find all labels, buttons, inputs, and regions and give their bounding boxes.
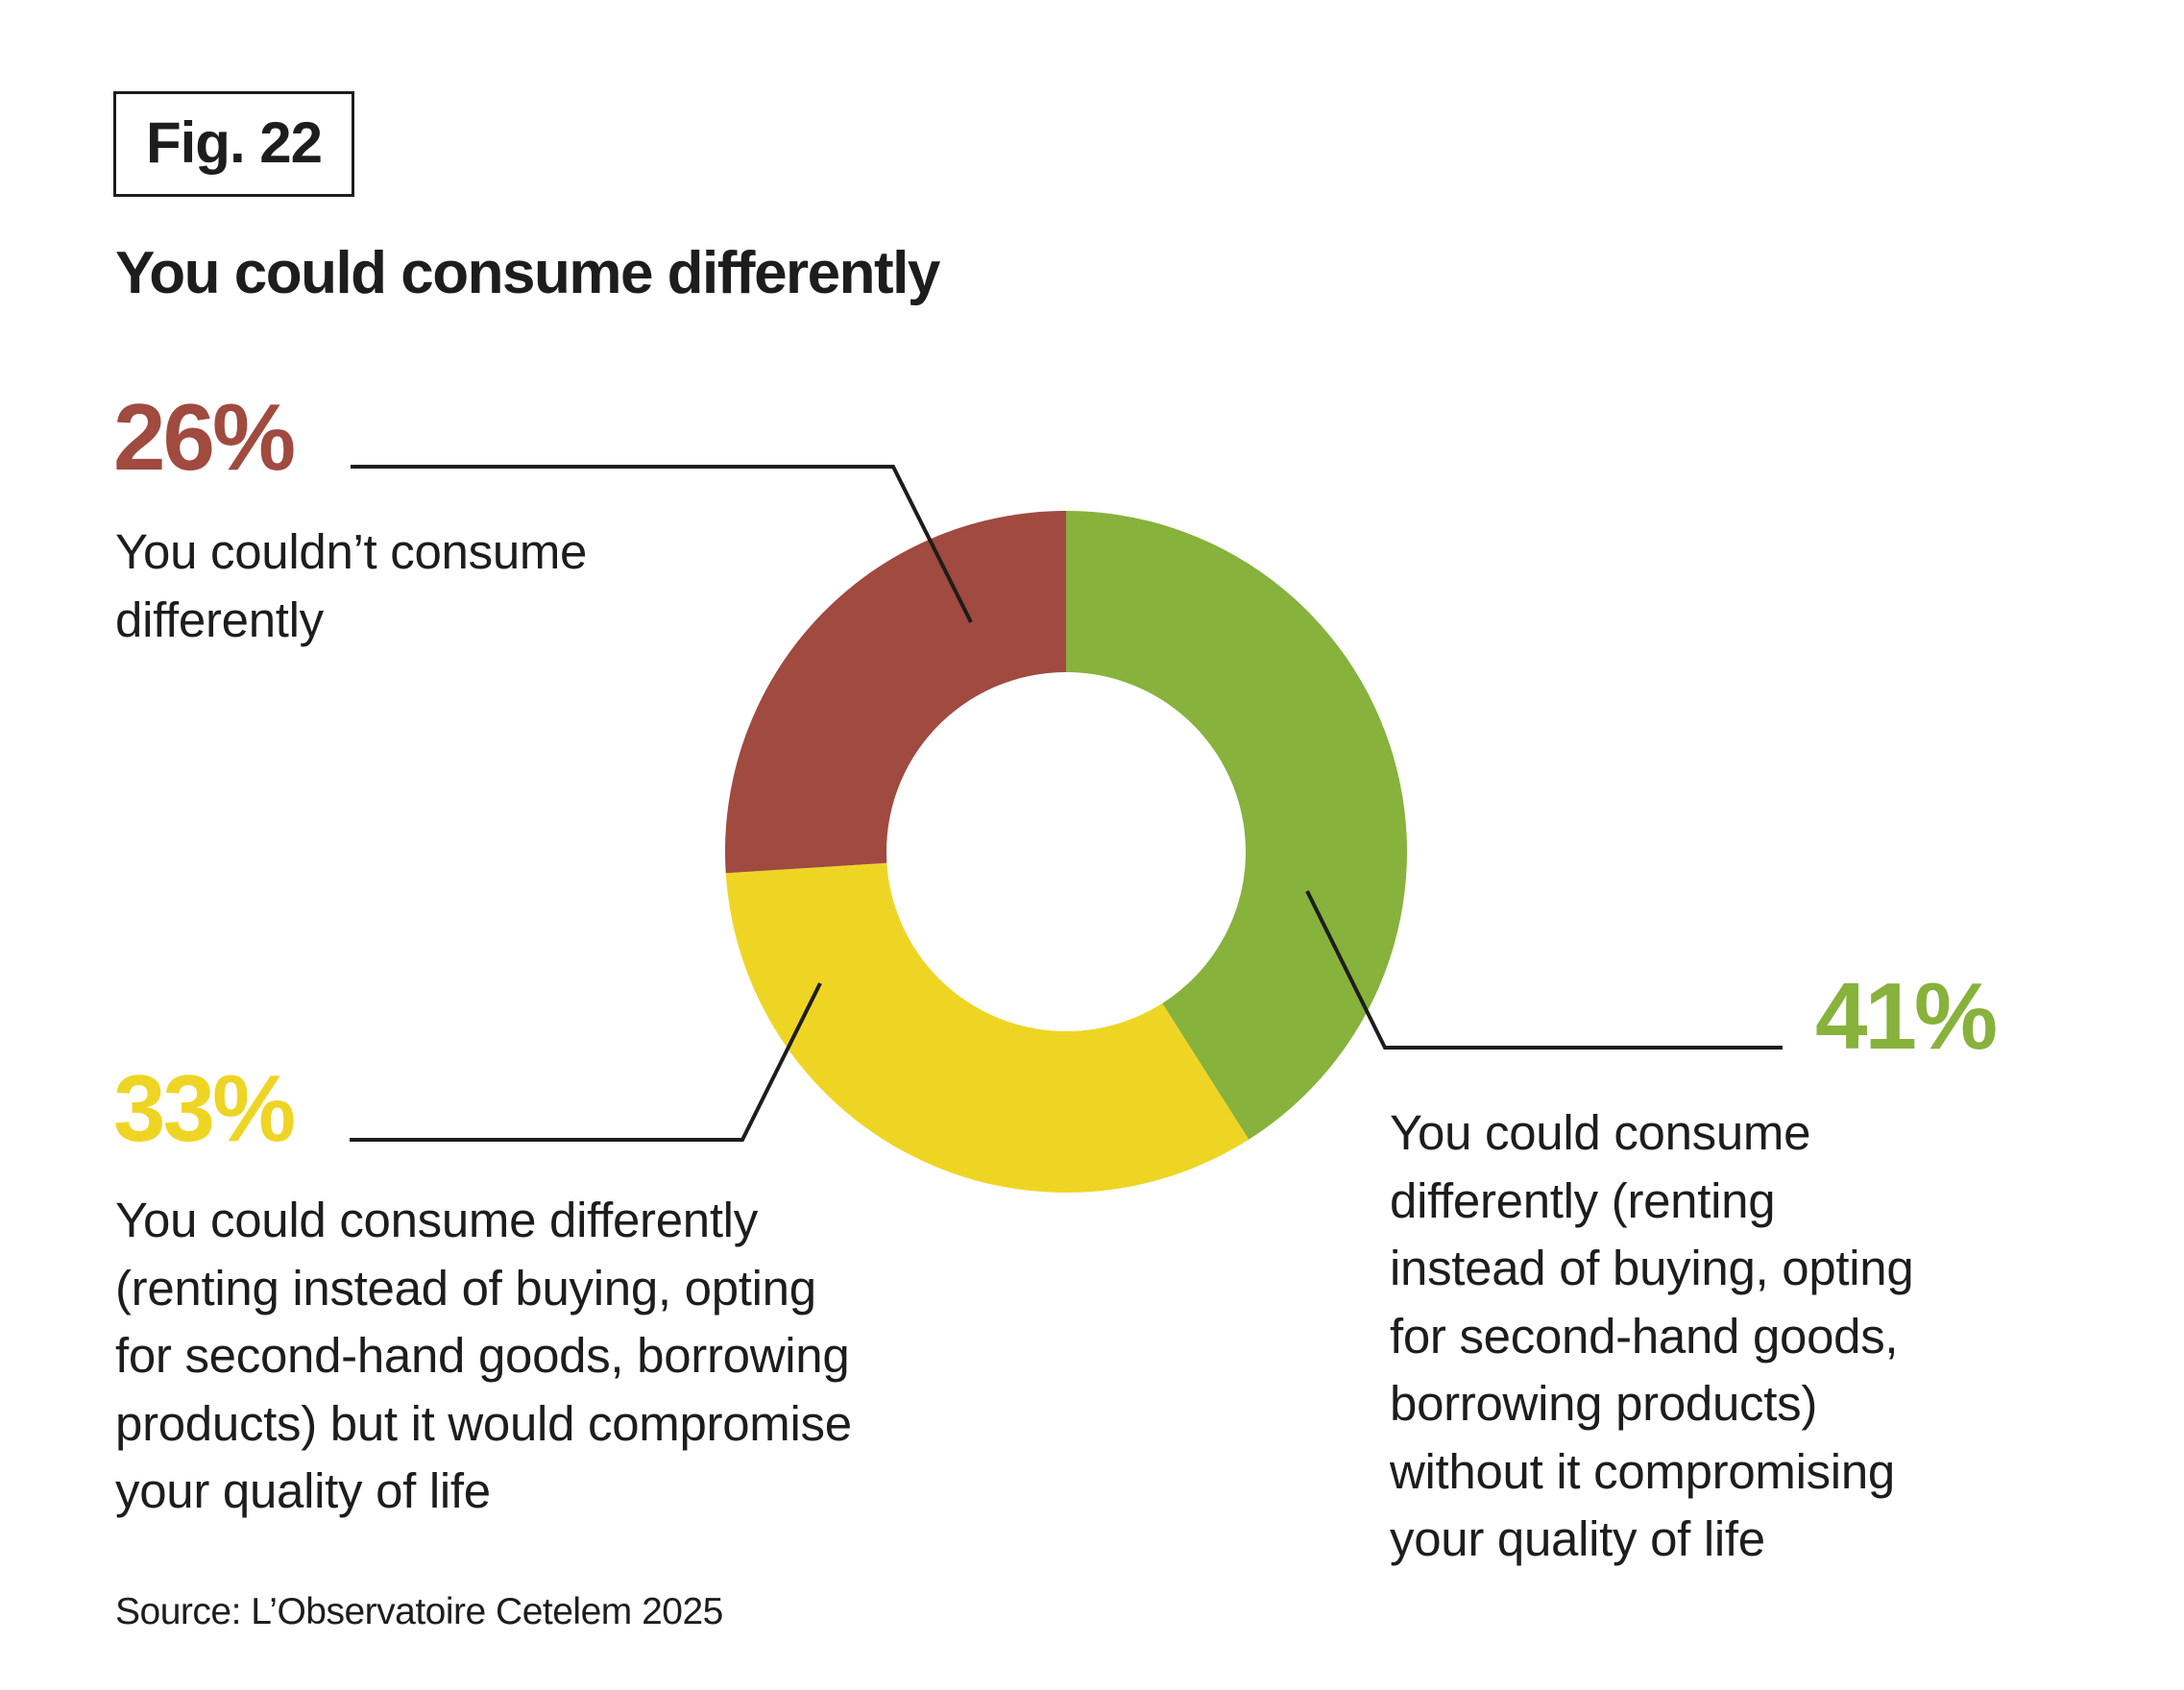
slice-value-label-red: 26% bbox=[113, 384, 296, 490]
leader-line-red bbox=[351, 465, 973, 623]
slice-value-label-yellow: 33% bbox=[113, 1055, 296, 1161]
donut-slice-yellow bbox=[725, 862, 1250, 1193]
slice-description-red: You couldn’t consume differently bbox=[115, 524, 588, 647]
figure-label: Fig. 22 bbox=[145, 110, 323, 175]
leader-line-green bbox=[1305, 890, 1783, 1050]
slice-description-green: You could consume differently (renting i… bbox=[1390, 1105, 1914, 1566]
donut-slice-green bbox=[1066, 511, 1407, 1140]
donut-slice-red bbox=[725, 511, 1066, 874]
source-note: Source: L’Observatoire Cetelem 2025 bbox=[115, 1591, 723, 1632]
slice-value-label-green: 41% bbox=[1815, 963, 1998, 1069]
slice-description-yellow: You could consume differently (renting i… bbox=[115, 1193, 852, 1518]
leader-line-yellow bbox=[350, 982, 822, 1142]
figure-label-box: Fig. 22 bbox=[113, 91, 354, 197]
chart-title: You could consume differently bbox=[115, 240, 940, 306]
